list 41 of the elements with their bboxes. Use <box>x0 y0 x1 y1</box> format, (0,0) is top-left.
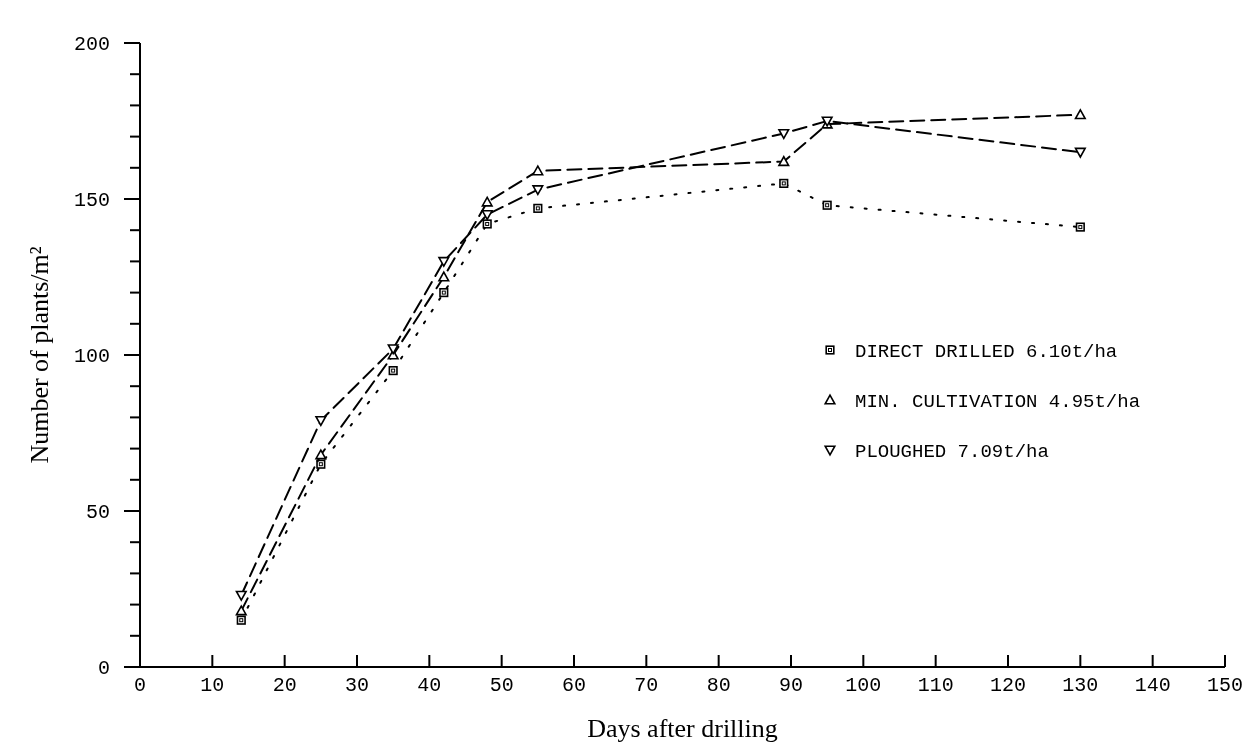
point <box>235 590 247 601</box>
point <box>315 449 327 460</box>
point <box>387 344 399 355</box>
legend-label: PLOUGHED 7.09t/ha <box>855 440 1049 463</box>
x-tick-label: 20 <box>272 674 297 697</box>
point <box>438 271 450 282</box>
x-tick-label: 30 <box>344 674 370 697</box>
x-tick-label: 50 <box>489 674 514 697</box>
x-tick-label: 100 <box>845 674 882 697</box>
x-tick-label: 0 <box>133 674 147 697</box>
x-tick-label: 130 <box>1062 674 1099 697</box>
x-tick-label: 10 <box>200 674 225 697</box>
point <box>778 128 790 140</box>
x-tick-label: 70 <box>634 674 659 697</box>
x-tick-label: 120 <box>989 674 1027 697</box>
x-tick-label: 90 <box>778 674 804 697</box>
y-tick-label: 50 <box>85 501 110 524</box>
legend-label: MIN. CULTIVATION 4.95t/ha <box>855 390 1141 413</box>
point <box>1074 147 1086 158</box>
x-axis-title: Days after drilling <box>587 714 778 743</box>
x-tick-label: 110 <box>917 674 954 697</box>
point <box>315 415 327 427</box>
point <box>532 165 544 176</box>
point <box>778 155 790 167</box>
point <box>481 196 493 207</box>
point <box>235 605 247 616</box>
x-tick-label: 140 <box>1134 674 1171 697</box>
x-tick-label: 40 <box>417 674 442 697</box>
x-tick-label: 80 <box>706 674 731 697</box>
x-tick-label: 150 <box>1206 674 1244 697</box>
x-tick-label: 60 <box>561 674 587 697</box>
point <box>532 185 544 196</box>
point <box>481 210 493 221</box>
legend-label: DIRECT DRILLED 6.10t/ha <box>855 340 1118 363</box>
y-tick-label: 150 <box>73 189 110 212</box>
y-tick-label: 0 <box>97 657 110 680</box>
y-tick-label: 200 <box>73 33 110 56</box>
y-tick-label: 100 <box>73 345 110 368</box>
point <box>438 256 450 267</box>
y-axis-title: Number of plants/m² <box>25 246 54 464</box>
point <box>1074 109 1086 120</box>
